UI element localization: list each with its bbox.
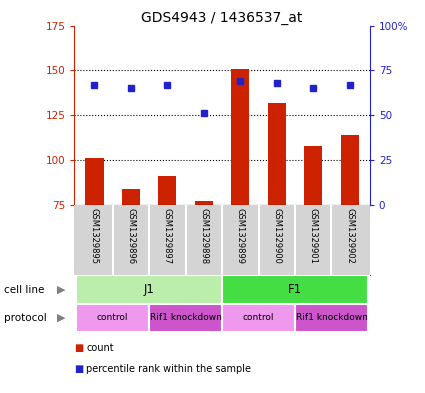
Bar [222,304,295,332]
Text: GSM1329895: GSM1329895 [90,208,99,264]
Text: percentile rank within the sample: percentile rank within the sample [86,364,251,375]
Text: ■: ■ [74,343,84,353]
Text: Rif1 knockdown: Rif1 knockdown [295,314,367,322]
Text: control: control [243,314,274,322]
Bar [76,275,222,304]
Bar [304,146,322,205]
Bar [222,275,368,304]
Bar [268,103,286,205]
Text: F1: F1 [288,283,302,296]
Text: ▶: ▶ [57,313,66,323]
Bar [340,135,359,205]
Text: GSM1329901: GSM1329901 [309,208,318,264]
Text: Rif1 knockdown: Rif1 knockdown [150,314,221,322]
Text: GSM1329896: GSM1329896 [126,208,136,264]
Text: GSM1329897: GSM1329897 [163,208,172,264]
Bar [76,304,149,332]
Text: cell line: cell line [4,285,45,295]
Bar [85,158,104,205]
Text: ▶: ▶ [57,285,66,295]
Bar [122,189,140,205]
Bar [195,201,213,205]
Text: protocol: protocol [4,313,47,323]
Bar [295,304,368,332]
Bar [158,176,176,205]
Text: GSM1329898: GSM1329898 [199,208,208,264]
Bar [231,68,249,205]
Text: GSM1329900: GSM1329900 [272,208,281,264]
Bar [149,304,222,332]
Text: ■: ■ [74,364,84,375]
Text: count: count [86,343,114,353]
Title: GDS4943 / 1436537_at: GDS4943 / 1436537_at [142,11,303,24]
Text: GSM1329902: GSM1329902 [345,208,354,264]
Text: GSM1329899: GSM1329899 [236,208,245,264]
Text: J1: J1 [144,283,155,296]
Text: control: control [97,314,128,322]
